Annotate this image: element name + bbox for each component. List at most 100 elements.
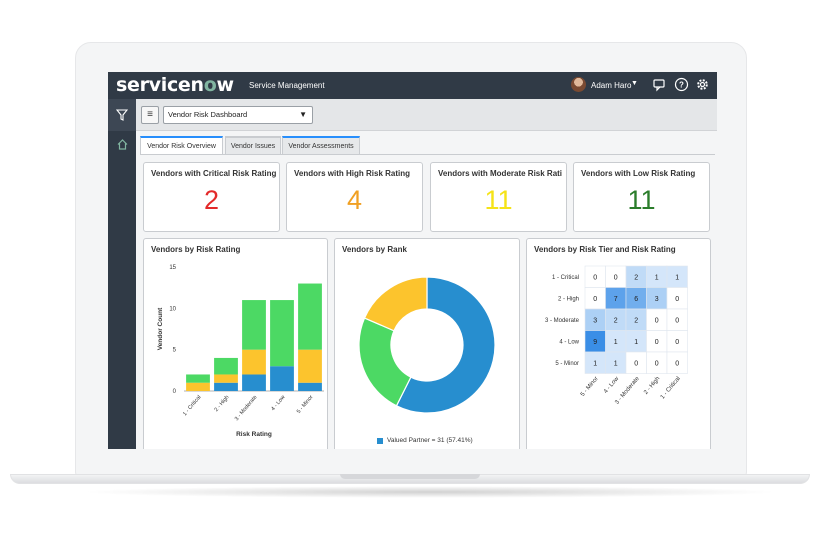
kpi-card-low[interactable]: Vendors with Low Risk Rating 11: [573, 162, 710, 232]
bar-segment[interactable]: [214, 382, 238, 391]
bar-segment[interactable]: [186, 374, 210, 383]
kpi-card-high[interactable]: Vendors with High Risk Rating 4: [286, 162, 423, 232]
heatmap-value: 1: [593, 360, 597, 367]
x-tick-label: 3 - Moderate: [234, 394, 259, 422]
dashboard-select[interactable]: Vendor Risk Dashboard ▼: [163, 106, 313, 124]
col-label: 5 - Minor: [580, 376, 600, 398]
help-icon[interactable]: ?: [674, 77, 689, 92]
heatmap-value: 1: [655, 274, 659, 281]
bar-segment[interactable]: [298, 382, 322, 391]
kpi-title: Vendors with Moderate Risk Rati: [438, 169, 563, 178]
heatmap-value: 0: [675, 339, 679, 346]
app-name: Service Management: [249, 81, 325, 90]
chart-legend[interactable]: Valued Partner = 31 (57.41%): [377, 437, 473, 444]
bar-segment[interactable]: [298, 349, 322, 383]
heatmap-value: 1: [614, 339, 618, 346]
kpi-value: 11: [627, 185, 656, 215]
tab-vendor-risk-overview[interactable]: Vendor Risk Overview: [140, 136, 223, 155]
kpi-title: Vendors with Low Risk Rating: [581, 169, 696, 178]
kpi-card-critical[interactable]: Vendors with Critical Risk Rating 2: [143, 162, 280, 232]
tab-vendor-issues[interactable]: Vendor Issues: [225, 136, 281, 155]
row-label: 1 - Critical: [552, 275, 579, 281]
heatmap-value: 0: [634, 360, 638, 367]
x-tick-label: 2 - High: [214, 394, 231, 413]
col-label: 4 - Low: [603, 375, 621, 394]
bar-segment[interactable]: [214, 374, 238, 383]
kpi-title: Vendors with Critical Risk Rating: [151, 169, 277, 178]
heatmap-value: 0: [593, 274, 597, 281]
heatmap-value: 7: [614, 296, 618, 303]
svg-text:?: ?: [679, 81, 684, 90]
home-icon[interactable]: [108, 131, 136, 159]
heatmap-value: 0: [675, 296, 679, 303]
heatmap-value: 0: [655, 339, 659, 346]
user-avatar[interactable]: [571, 77, 586, 92]
servicenow-logo[interactable]: servicenow: [116, 74, 234, 96]
chart-title: Vendors by Rank: [342, 245, 407, 254]
y-tick-label: 10: [169, 306, 176, 312]
bar-segment[interactable]: [242, 300, 266, 350]
kpi-value: 2: [203, 185, 220, 215]
bar-segment[interactable]: [298, 283, 322, 350]
heatmap-value: 3: [593, 317, 597, 324]
donut-slice[interactable]: [358, 317, 412, 407]
y-axis-label: Vendor Count: [157, 307, 164, 350]
heatmap-value: 0: [655, 317, 659, 324]
heatmap-value: 6: [634, 296, 638, 303]
heatmap-value: 0: [593, 296, 597, 303]
row-label: 4 - Low: [559, 339, 579, 345]
heatmap-value: 2: [634, 274, 638, 281]
laptop-notch: [340, 474, 480, 479]
tab-vendor-assessments[interactable]: Vendor Assessments: [282, 136, 360, 155]
chart-title: Vendors by Risk Rating: [151, 245, 241, 254]
bar-segment[interactable]: [242, 374, 266, 391]
donut-chart: [358, 276, 496, 414]
y-tick-label: 0: [173, 389, 177, 395]
bar-segment[interactable]: [214, 357, 238, 375]
chart-title: Vendors by Risk Tier and Risk Rating: [534, 245, 676, 254]
chat-icon[interactable]: [652, 77, 667, 92]
heatmap-chart: 1 - Critical 0 0 2 1 1 2 - High 0 7 6 3 0 3 - Modera…: [545, 265, 688, 406]
donut-slice[interactable]: [395, 276, 496, 414]
chevron-down-icon[interactable]: ▼: [631, 80, 638, 87]
app-screen: servicenow Service Management Adam Haro …: [108, 72, 717, 449]
filter-icon[interactable]: [108, 99, 136, 131]
x-axis-label: Risk Rating: [236, 431, 272, 438]
heatmap-value: 3: [655, 296, 659, 303]
kpi-value: 11: [484, 185, 513, 215]
kpi-card-moderate[interactable]: Vendors with Moderate Risk Rati 11: [430, 162, 567, 232]
bar-segment[interactable]: [270, 366, 294, 391]
heatmap-value: 0: [614, 274, 618, 281]
donut-slice[interactable]: [363, 276, 428, 332]
y-tick-label: 15: [169, 265, 176, 271]
kpi-title: Vendors with High Risk Rating: [294, 169, 411, 178]
heatmap-value: 1: [675, 274, 679, 281]
x-tick-label: 4 - Low: [270, 394, 286, 412]
chart-card-risk-tier: Vendors by Risk Tier and Risk Rating 1 -…: [526, 238, 711, 449]
x-tick-label: 5 - Minor: [296, 394, 315, 415]
heatmap-value: 2: [634, 317, 638, 324]
chevron-down-icon: ▼: [299, 110, 307, 119]
y-tick-label: 5: [173, 348, 177, 354]
heatmap-value: 0: [675, 360, 679, 367]
bar-segment[interactable]: [186, 382, 210, 391]
bar-segment[interactable]: [242, 349, 266, 375]
heatmap-value: 0: [655, 360, 659, 367]
bar-segment[interactable]: [270, 300, 294, 367]
legend-swatch: [377, 437, 383, 444]
heatmap-value: 0: [675, 317, 679, 324]
kpi-value: 4: [346, 185, 363, 215]
heatmap-value: 9: [593, 339, 597, 346]
row-label: 5 - Minor: [555, 361, 579, 367]
col-label: 2 - High: [643, 376, 661, 396]
user-name[interactable]: Adam Haro: [591, 81, 632, 90]
main-content: ≡ Vendor Risk Dashboard ▼ Vendor Risk Ov…: [136, 99, 717, 449]
heatmap-cell[interactable]: [666, 351, 688, 374]
heatmap-value: 1: [634, 339, 638, 346]
gear-icon[interactable]: [695, 77, 710, 92]
row-label: 2 - High: [558, 296, 579, 302]
laptop-shadow: [80, 486, 780, 498]
hamburger-menu-button[interactable]: ≡: [141, 106, 159, 124]
top-banner: servicenow Service Management Adam Haro …: [108, 72, 717, 99]
bar-chart: 0 5 10 15 1 - Critical 2 - High 3 - Moderate 4 …: [157, 265, 324, 438]
